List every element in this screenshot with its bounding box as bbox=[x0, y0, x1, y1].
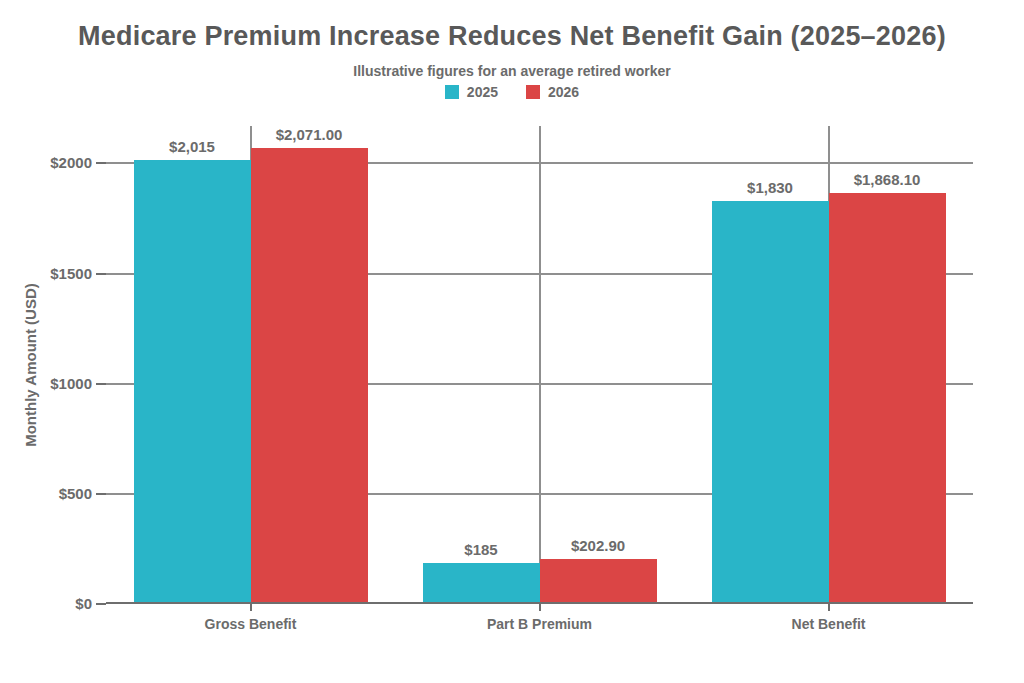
chart-title: Medicare Premium Increase Reduces Net Be… bbox=[0, 21, 1024, 52]
legend-label-2025: 2025 bbox=[467, 84, 498, 100]
bar-2026-gross-benefit bbox=[251, 148, 368, 604]
bar-2025-net-benefit bbox=[712, 201, 829, 604]
y-tick-label-0: $0 bbox=[0, 595, 92, 612]
y-tick-label-1000: $1000 bbox=[0, 375, 92, 392]
legend-item-2026: 2026 bbox=[526, 84, 579, 100]
legend-label-2026: 2026 bbox=[548, 84, 579, 100]
y-tick-mark-1000 bbox=[96, 383, 106, 385]
plot-area: $2,015$185$1,830$2,071.00$202.90$1,868.1… bbox=[106, 126, 973, 604]
y-tick-label-500: $500 bbox=[0, 485, 92, 502]
y-tick-label-1500: $1500 bbox=[0, 265, 92, 282]
x-tick-mark-part-b-premium bbox=[539, 604, 541, 611]
bar-chart: Medicare Premium Increase Reduces Net Be… bbox=[0, 0, 1024, 683]
value-label-2026-gross-benefit: $2,071.00 bbox=[234, 126, 384, 143]
x-category-label-part-b-premium: Part B Premium bbox=[430, 616, 650, 632]
legend-swatch-2025 bbox=[445, 85, 459, 99]
legend-item-2025: 2025 bbox=[445, 84, 498, 100]
legend: 2025 2026 bbox=[0, 84, 1024, 100]
y-tick-mark-0 bbox=[96, 603, 106, 605]
bar-2026-part-b-premium bbox=[540, 559, 657, 604]
legend-swatch-2026 bbox=[526, 85, 540, 99]
x-axis-line bbox=[106, 602, 973, 604]
y-axis-title: Monthly Amount (USD) bbox=[22, 283, 39, 447]
value-label-2026-net-benefit: $1,868.10 bbox=[812, 171, 962, 188]
x-category-label-gross-benefit: Gross Benefit bbox=[141, 616, 361, 632]
x-category-label-net-benefit: Net Benefit bbox=[719, 616, 939, 632]
gridline-x-part-b-premium bbox=[539, 126, 541, 604]
bar-2025-part-b-premium bbox=[423, 563, 540, 604]
y-tick-mark-500 bbox=[96, 493, 106, 495]
x-tick-mark-gross-benefit bbox=[250, 604, 252, 611]
value-label-2026-part-b-premium: $202.90 bbox=[523, 537, 673, 554]
x-tick-mark-net-benefit bbox=[828, 604, 830, 611]
bar-2025-gross-benefit bbox=[134, 160, 251, 604]
y-tick-mark-2000 bbox=[96, 162, 106, 164]
chart-subtitle: Illustrative figures for an average reti… bbox=[0, 63, 1024, 79]
y-tick-mark-1500 bbox=[96, 273, 106, 275]
bar-2026-net-benefit bbox=[829, 193, 946, 604]
y-tick-label-2000: $2000 bbox=[0, 154, 92, 171]
